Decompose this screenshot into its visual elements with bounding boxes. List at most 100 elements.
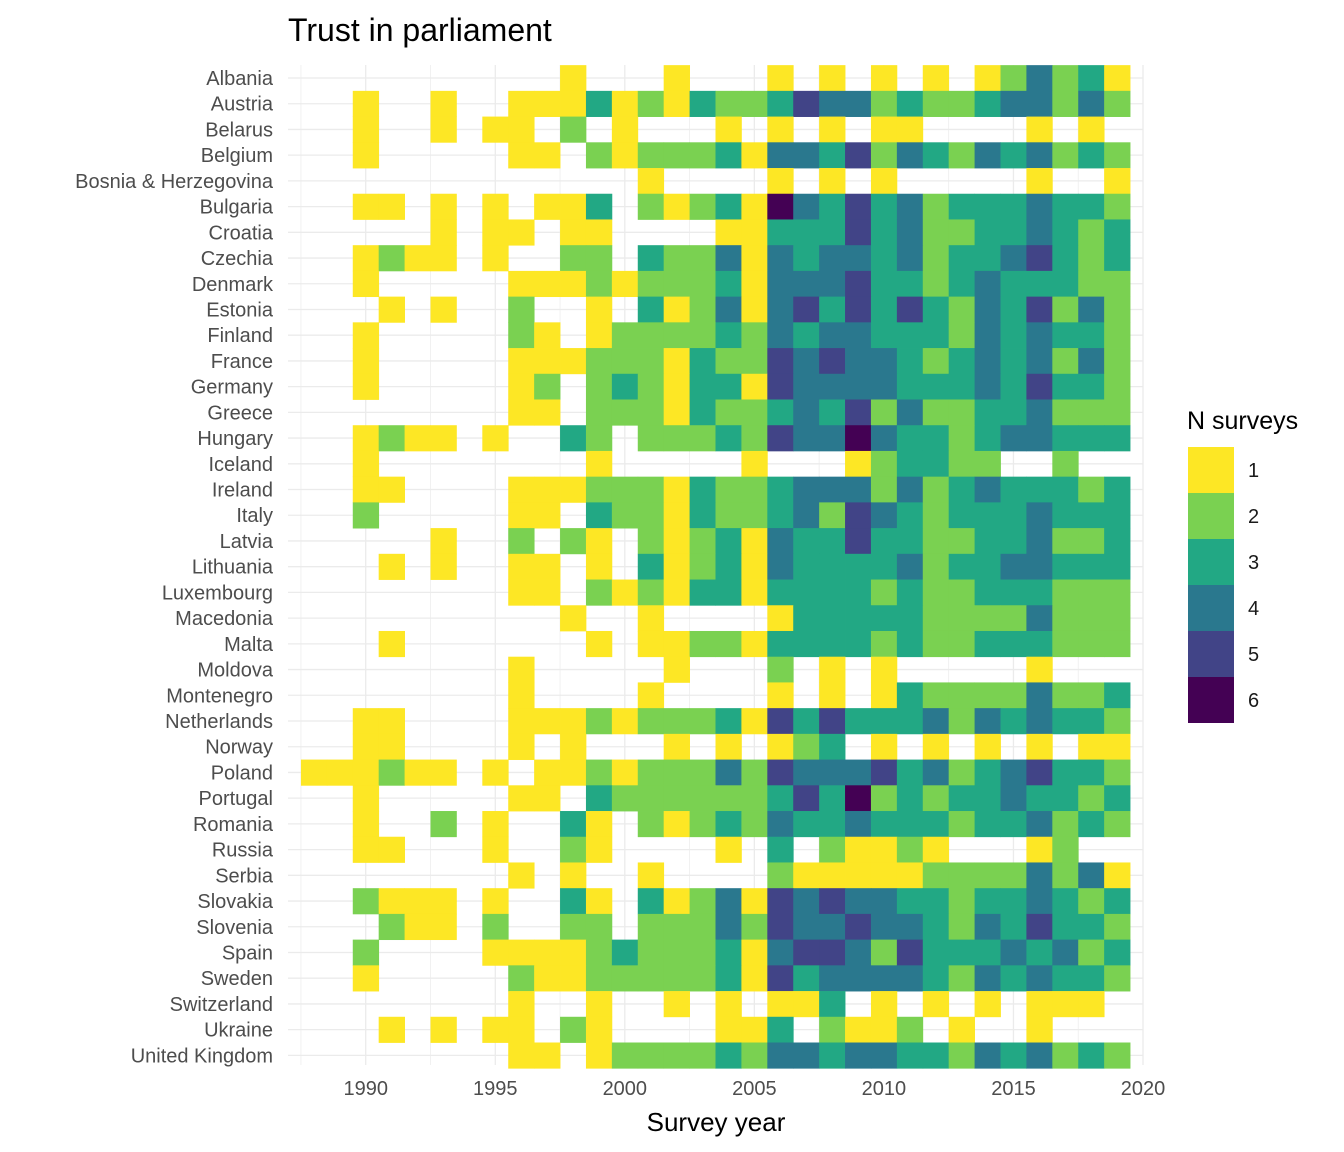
- heatmap-cell: [482, 939, 509, 966]
- heatmap-cell: [974, 245, 1001, 272]
- heatmap-cell: [896, 759, 924, 786]
- heatmap-cell: [534, 579, 561, 606]
- heatmap-cell: [767, 90, 794, 117]
- heatmap-cell: [560, 425, 587, 452]
- heatmap-cell: [948, 965, 975, 992]
- heatmap-cell: [870, 348, 898, 375]
- heatmap-cell: [974, 785, 1001, 812]
- heatmap-cell: [1052, 348, 1079, 375]
- heatmap-cell: [1104, 579, 1131, 606]
- heatmap-cell: [1052, 579, 1079, 606]
- heatmap-cell: [922, 991, 950, 1018]
- heatmap-cell: [819, 630, 846, 658]
- heatmap-cell: [948, 425, 975, 452]
- country-label: Iceland: [209, 454, 274, 476]
- heatmap-cell: [663, 913, 690, 941]
- heatmap-cell: [352, 939, 380, 966]
- heatmap-cell: [430, 116, 457, 143]
- heatmap-cell: [767, 528, 794, 555]
- heatmap-cell: [1104, 528, 1131, 555]
- heatmap-cell: [922, 605, 950, 632]
- heatmap-cell: [845, 399, 872, 426]
- heatmap-cell: [482, 811, 509, 838]
- heatmap-cell: [896, 348, 924, 375]
- country-label: Macedonia: [175, 608, 274, 630]
- heatmap-cell: [508, 219, 535, 246]
- heatmap-cell: [1000, 965, 1027, 992]
- heatmap-cell: [974, 425, 1001, 452]
- heatmap-cell: [948, 399, 975, 426]
- heatmap-cell: [870, 836, 898, 863]
- heatmap-cell: [741, 142, 768, 169]
- heatmap-cell: [1052, 270, 1079, 298]
- heatmap-cell: [793, 630, 820, 658]
- heatmap-cell: [352, 836, 380, 863]
- legend-swatch: [1188, 493, 1234, 539]
- heatmap-cell: [767, 1042, 794, 1069]
- heatmap-cell: [870, 193, 898, 220]
- heatmap-cell: [793, 579, 820, 606]
- heatmap-cell: [352, 373, 380, 400]
- heatmap-cell: [585, 579, 613, 606]
- heatmap-cell: [663, 811, 690, 838]
- heatmap-cell: [741, 502, 768, 529]
- heatmap-cell: [896, 219, 924, 246]
- heatmap-cell: [896, 811, 924, 838]
- heatmap-cell: [948, 708, 975, 735]
- heatmap-cell: [1052, 862, 1079, 889]
- heatmap-cell: [922, 322, 950, 349]
- heatmap-cell: [948, 502, 975, 529]
- heatmap-cell: [1052, 1042, 1079, 1069]
- x-tick-label: 2020: [1121, 1078, 1166, 1100]
- country-label: Russia: [212, 840, 274, 862]
- heatmap-cell: [793, 605, 820, 632]
- heatmap-cell: [845, 579, 872, 606]
- heatmap-cell: [585, 991, 613, 1018]
- heatmap-cell: [974, 708, 1001, 735]
- country-label: Slovakia: [197, 891, 273, 913]
- heatmap-cell: [611, 348, 639, 375]
- heatmap-cell: [560, 528, 587, 555]
- heatmap-cell: [1026, 913, 1053, 941]
- heatmap-cell: [845, 913, 872, 941]
- heatmap-cell: [352, 193, 380, 220]
- heatmap-cell: [896, 965, 924, 992]
- heatmap-cell: [1078, 759, 1105, 786]
- heatmap-cell: [611, 90, 639, 117]
- heatmap-cell: [637, 322, 665, 349]
- heatmap-cell: [948, 528, 975, 555]
- heatmap-cell: [482, 219, 509, 246]
- heatmap-cell: [896, 528, 924, 555]
- heatmap-cell: [715, 785, 742, 812]
- heatmap-cell: [378, 630, 405, 658]
- heatmap-cell: [663, 759, 690, 786]
- heatmap-cell: [1026, 373, 1053, 400]
- heatmap-cell: [352, 425, 380, 452]
- heatmap-cell: [1078, 888, 1105, 915]
- heatmap-cell: [974, 270, 1001, 298]
- heatmap-cell: [974, 605, 1001, 632]
- heatmap-cell: [715, 270, 742, 298]
- heatmap-cell: [870, 759, 898, 786]
- heatmap-cell: [896, 142, 924, 169]
- heatmap-cell: [1026, 90, 1053, 117]
- heatmap-cell: [1052, 476, 1079, 503]
- heatmap-cell: [1078, 553, 1105, 580]
- heatmap-cell: [1104, 193, 1131, 220]
- heatmap-cell: [948, 913, 975, 941]
- heatmap-cell: [948, 888, 975, 915]
- heatmap-cell: [1104, 142, 1131, 169]
- heatmap-cell: [793, 348, 820, 375]
- heatmap-cell: [922, 785, 950, 812]
- heatmap-cell: [637, 142, 665, 169]
- heatmap-cell: [819, 348, 846, 375]
- heatmap-cell: [870, 116, 898, 143]
- heatmap-cell: [560, 90, 587, 117]
- heatmap-cell: [922, 296, 950, 323]
- heatmap-cell: [1104, 245, 1131, 272]
- heatmap-cell: [1078, 579, 1105, 606]
- heatmap-cell: [689, 811, 716, 838]
- country-label: Moldova: [197, 660, 273, 682]
- heatmap-cell: [896, 1042, 924, 1069]
- heatmap-cell: [1052, 65, 1079, 92]
